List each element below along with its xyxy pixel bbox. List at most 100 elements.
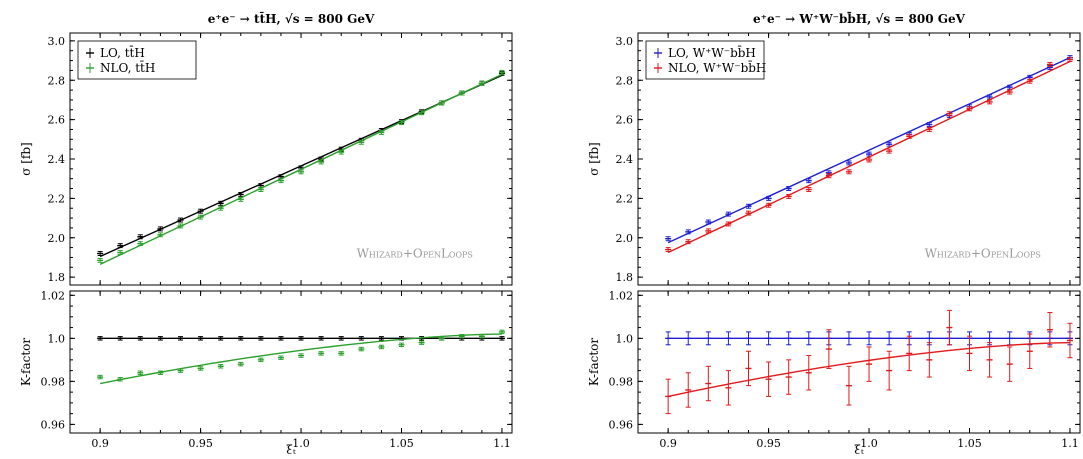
chart1-bottom-point — [378, 344, 385, 350]
chart2-top-point — [785, 186, 792, 191]
chart2-bottom-xlabel: ξₜ — [854, 443, 864, 454]
chart2-top-watermark: Whizard+OpenLoops — [925, 246, 1041, 260]
chart1-bottom-point — [298, 353, 305, 358]
chart2-top-ytick-label: 2.4 — [616, 153, 634, 166]
chart1-bottom-point — [318, 336, 325, 341]
chart2-top-point — [886, 148, 893, 154]
chart1-top-point — [97, 257, 104, 263]
chart2-top-fit-line-2 — [667, 60, 1071, 254]
chart1-top-point — [478, 80, 485, 86]
chart1-bottom-point — [137, 336, 144, 341]
chart2-bottom-ytick-label: 1.02 — [609, 289, 634, 302]
chart2-bottom-point — [705, 365, 712, 402]
chart2-top-ytick-label: 2.2 — [616, 192, 634, 205]
chart1-top-point — [498, 69, 505, 75]
chart1-bottom-point — [358, 336, 365, 341]
chart2-bottom-point — [725, 331, 732, 346]
chart2-title: e⁺e⁻ → W⁺W⁻bb̄H, √s = 800 GeV — [753, 10, 966, 26]
chart1-top-point — [137, 234, 144, 240]
chart1-top-ytick-label: 2.0 — [48, 232, 66, 245]
chart1-top-ylabel: σ [fb] — [19, 142, 33, 176]
chart1-bottom-point — [338, 336, 345, 341]
chart1-top-ytick-label: 1.8 — [48, 271, 66, 284]
chart1-bottom-point — [157, 336, 164, 341]
chart2-bottom-ytick-label: 0.98 — [609, 375, 634, 388]
chart2-bottom-point — [1066, 322, 1073, 359]
chart1-top-legend-box — [77, 40, 197, 80]
chart1-bottom-xtick-label: 1.0 — [292, 437, 310, 450]
chart2-bottom-xtick-label: 1.05 — [957, 437, 982, 450]
chart2-top-point — [986, 99, 993, 105]
chart1-bottom-xlabel: ξₜ — [286, 443, 296, 454]
chart2-bottom-point — [785, 331, 792, 346]
chart1-bottom-fit-curve-2 — [100, 333, 502, 385]
chart2-top-point — [765, 202, 772, 208]
chart2-bottom-point — [926, 342, 933, 378]
chart2-bottom-xtick-label: 1.0 — [860, 437, 878, 450]
chart1-title: e⁺e⁻ → tt̄H, √s = 800 GeV — [208, 10, 375, 26]
chart1-bottom-ytick-label: 0.96 — [41, 418, 66, 431]
chart2-top-legend-label-1: LO, W⁺W⁻bb̄H — [668, 44, 756, 60]
chart1-bottom-point — [398, 342, 405, 348]
chart2-top-point — [986, 94, 993, 100]
chart2-top-point — [685, 229, 692, 235]
chart2-bottom-point — [685, 331, 692, 346]
chart1-bottom-point — [177, 336, 184, 341]
chart1-top-point — [237, 191, 244, 197]
chart2-bottom-point — [705, 331, 712, 346]
chart2-bottom-point — [845, 365, 852, 406]
chart1-top-point — [257, 187, 264, 192]
chart1-bottom-point — [97, 336, 104, 341]
chart1-bottom-point — [378, 336, 385, 341]
chart1-bottom-point — [478, 333, 485, 339]
chart2-top-point — [926, 127, 933, 132]
chart2-top-point — [745, 203, 752, 209]
chart2-bottom-point — [845, 331, 852, 346]
chart2-top-ylabel: σ [fb] — [587, 142, 601, 176]
chart1-bottom-point — [217, 336, 224, 341]
chart2-top-point — [685, 239, 692, 245]
chart2-top-point — [1006, 89, 1013, 95]
chart1-top-legend-label-1: LO, tt̄H — [100, 44, 145, 60]
chart2-bottom-xtick-label: 1.1 — [1061, 437, 1079, 450]
chart1-top-point — [318, 159, 325, 165]
chart1-bottom-point — [257, 357, 264, 363]
chart2-bottom-point — [765, 331, 772, 346]
chart1-bottom-point — [298, 336, 305, 341]
chart2-top-point — [805, 178, 812, 184]
chart1-bottom-point — [137, 370, 144, 375]
chart2-bottom-xtick-label: 0.95 — [756, 437, 781, 450]
chart2-top-point — [1066, 57, 1073, 63]
chart2-top-ytick-label: 1.8 — [616, 271, 634, 284]
chart1-top-ytick-label: 2.6 — [48, 114, 66, 127]
chart2-bottom-point — [745, 331, 752, 346]
chart1-bottom-point — [217, 364, 224, 369]
chart1-top-ytick-label: 2.4 — [48, 153, 66, 166]
chart1-bottom-point — [438, 336, 445, 341]
chart2-top-point — [1046, 62, 1053, 67]
chart1-top-point — [217, 200, 224, 206]
chart2-top-ytick-label: 2.6 — [616, 114, 634, 127]
chart2-bottom-point — [946, 309, 953, 346]
chart1-top-point — [157, 232, 164, 238]
chart1-top-point — [157, 226, 164, 232]
chart2-bottom-point — [1006, 346, 1013, 382]
chart2-top-point — [866, 157, 873, 163]
chart2-top-point — [805, 187, 812, 192]
chart1-bottom-frame — [69, 290, 513, 434]
chart1-bottom-point — [177, 368, 184, 373]
chart1-bottom-point — [358, 346, 365, 352]
chart2-top-point — [825, 173, 832, 179]
chart2-top-point — [785, 193, 792, 199]
chart1-top-point — [398, 120, 405, 126]
chart2-top-point — [725, 221, 732, 227]
chart1-bottom-point — [157, 370, 164, 375]
chart2-top-legend-box — [645, 40, 765, 80]
chart1-bottom-point — [418, 340, 425, 345]
chart2-top-point — [665, 236, 672, 242]
chart2-top-point — [705, 219, 712, 225]
chart2-top-point — [926, 122, 933, 128]
chart1-bottom-point — [197, 366, 204, 371]
chart1-bottom-point — [97, 374, 104, 380]
chart1-top-point — [298, 169, 305, 175]
